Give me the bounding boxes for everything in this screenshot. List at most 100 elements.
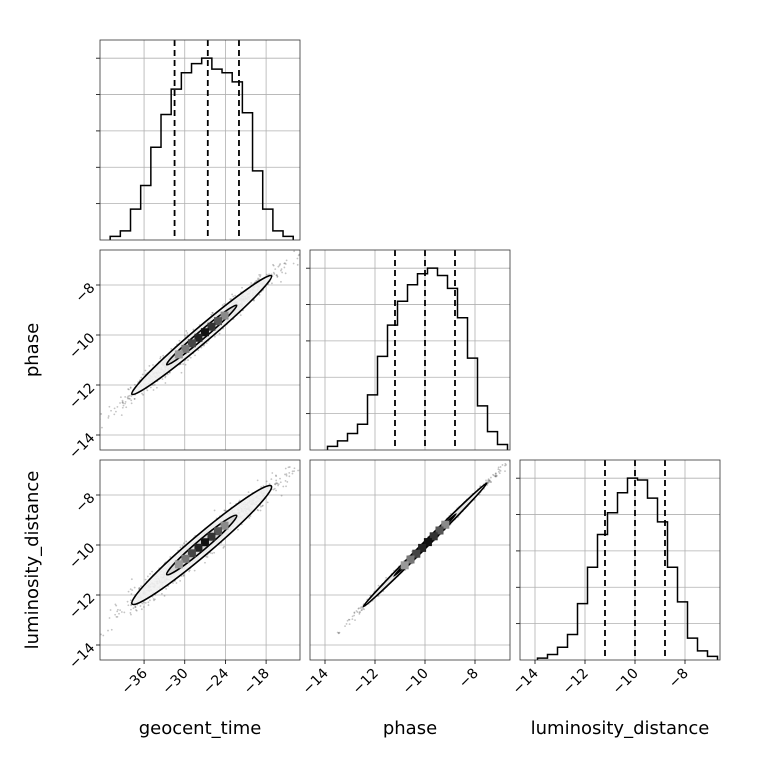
scatter-point <box>357 607 360 610</box>
density-cell <box>423 538 432 547</box>
scatter-point <box>121 401 124 404</box>
scatter-point <box>113 413 116 416</box>
scatter-point <box>494 474 497 477</box>
scatter-point <box>119 609 122 612</box>
scatter-point <box>249 515 252 518</box>
scatter-point <box>130 604 132 607</box>
scatter-point <box>143 606 145 608</box>
scatter-point <box>153 599 155 602</box>
scatter-point <box>487 480 489 483</box>
scatter-point <box>494 475 497 478</box>
histogram-luminosity-distance <box>516 459 721 661</box>
scatter-point <box>120 611 123 613</box>
scatter-point <box>277 483 280 486</box>
scatter-point <box>130 399 133 402</box>
scatter-point <box>189 356 192 359</box>
scatter-point <box>280 280 282 283</box>
scatter-point <box>358 607 360 610</box>
scatter-point <box>495 475 498 478</box>
scatter-point <box>279 481 282 484</box>
scatter-point <box>359 611 361 613</box>
scatter-point <box>107 417 110 419</box>
scatter-point <box>288 475 291 478</box>
scatter-point <box>337 632 340 635</box>
scatter-point <box>255 279 258 282</box>
scatter-point <box>120 414 123 417</box>
scatter-point <box>356 611 359 613</box>
scatter-point <box>305 249 307 251</box>
scatter-point <box>257 509 260 512</box>
scatter-point <box>261 505 264 507</box>
scatter-point <box>142 393 145 396</box>
x-axis-title-phase: phase <box>383 718 437 739</box>
scatter-point <box>495 474 498 477</box>
panel-2d-geocent-time-luminosity-distance <box>97 459 301 661</box>
scatter-point <box>182 363 185 365</box>
panel-frame-hist-geocent-time <box>99 39 301 241</box>
scatter-point <box>291 470 294 473</box>
x-tick-label-luminosity-distance-1: −12 <box>560 666 592 698</box>
scatter-point <box>97 624 99 626</box>
scatter-point <box>223 303 226 305</box>
scatter-point <box>360 606 363 608</box>
scatter-point <box>273 487 276 490</box>
scatter-point <box>488 480 491 483</box>
y-tick-label-phase-1: −12 <box>66 380 98 412</box>
scatter-point <box>169 556 172 558</box>
scatter-point <box>152 389 155 391</box>
scatter-point <box>257 277 260 280</box>
scatter-point <box>182 574 185 576</box>
scatter-point <box>200 346 203 349</box>
scatter-point <box>184 363 187 366</box>
scatter-point <box>492 473 494 476</box>
scatter-point <box>194 354 196 357</box>
scatter-point <box>272 488 275 491</box>
scatter-point <box>231 293 234 296</box>
scatter-point <box>175 582 178 584</box>
scatter-point <box>248 517 251 519</box>
scatter-point <box>268 483 271 485</box>
scatter-point <box>149 572 151 575</box>
scatter-point <box>275 482 277 485</box>
scatter-point <box>260 486 263 488</box>
scatter-point <box>132 607 135 610</box>
scatter-point <box>360 607 362 610</box>
scatter-point <box>277 484 280 487</box>
scatter-point <box>108 617 111 619</box>
scatter-point <box>275 489 277 492</box>
density-cell <box>194 333 203 342</box>
scatter-point <box>284 272 287 275</box>
scatter-point <box>130 402 133 405</box>
scatter-point <box>517 450 519 452</box>
scatter-point <box>497 470 500 473</box>
density-cell <box>207 532 216 541</box>
scatter-point <box>152 384 155 386</box>
scatter-point <box>119 396 122 399</box>
scatter-point <box>293 470 296 472</box>
scatter-point <box>348 623 351 626</box>
scatter-point <box>153 384 156 386</box>
y-tick-label-phase-0: −14 <box>66 430 98 462</box>
scatter-point <box>485 479 487 482</box>
scatter-point <box>129 387 132 389</box>
scatter-point <box>129 612 132 614</box>
histogram-geocent-time <box>96 39 301 241</box>
scatter-point <box>127 395 130 398</box>
scatter-point <box>140 585 142 588</box>
scatter-point <box>283 266 286 269</box>
scatter-point <box>498 468 501 471</box>
scatter-point <box>126 600 129 603</box>
density-cell <box>213 527 222 536</box>
scatter-point <box>193 569 196 572</box>
scatter-point <box>239 314 242 317</box>
scatter-point <box>284 263 287 265</box>
scatter-point <box>293 467 296 470</box>
scatter-point <box>499 466 502 468</box>
scatter-point <box>205 342 208 345</box>
scatter-point <box>141 373 144 376</box>
scatter-point <box>124 400 127 403</box>
scatter-point <box>139 605 142 607</box>
scatter-point <box>293 250 296 253</box>
scatter-point <box>524 448 526 450</box>
density-cell <box>400 561 409 570</box>
